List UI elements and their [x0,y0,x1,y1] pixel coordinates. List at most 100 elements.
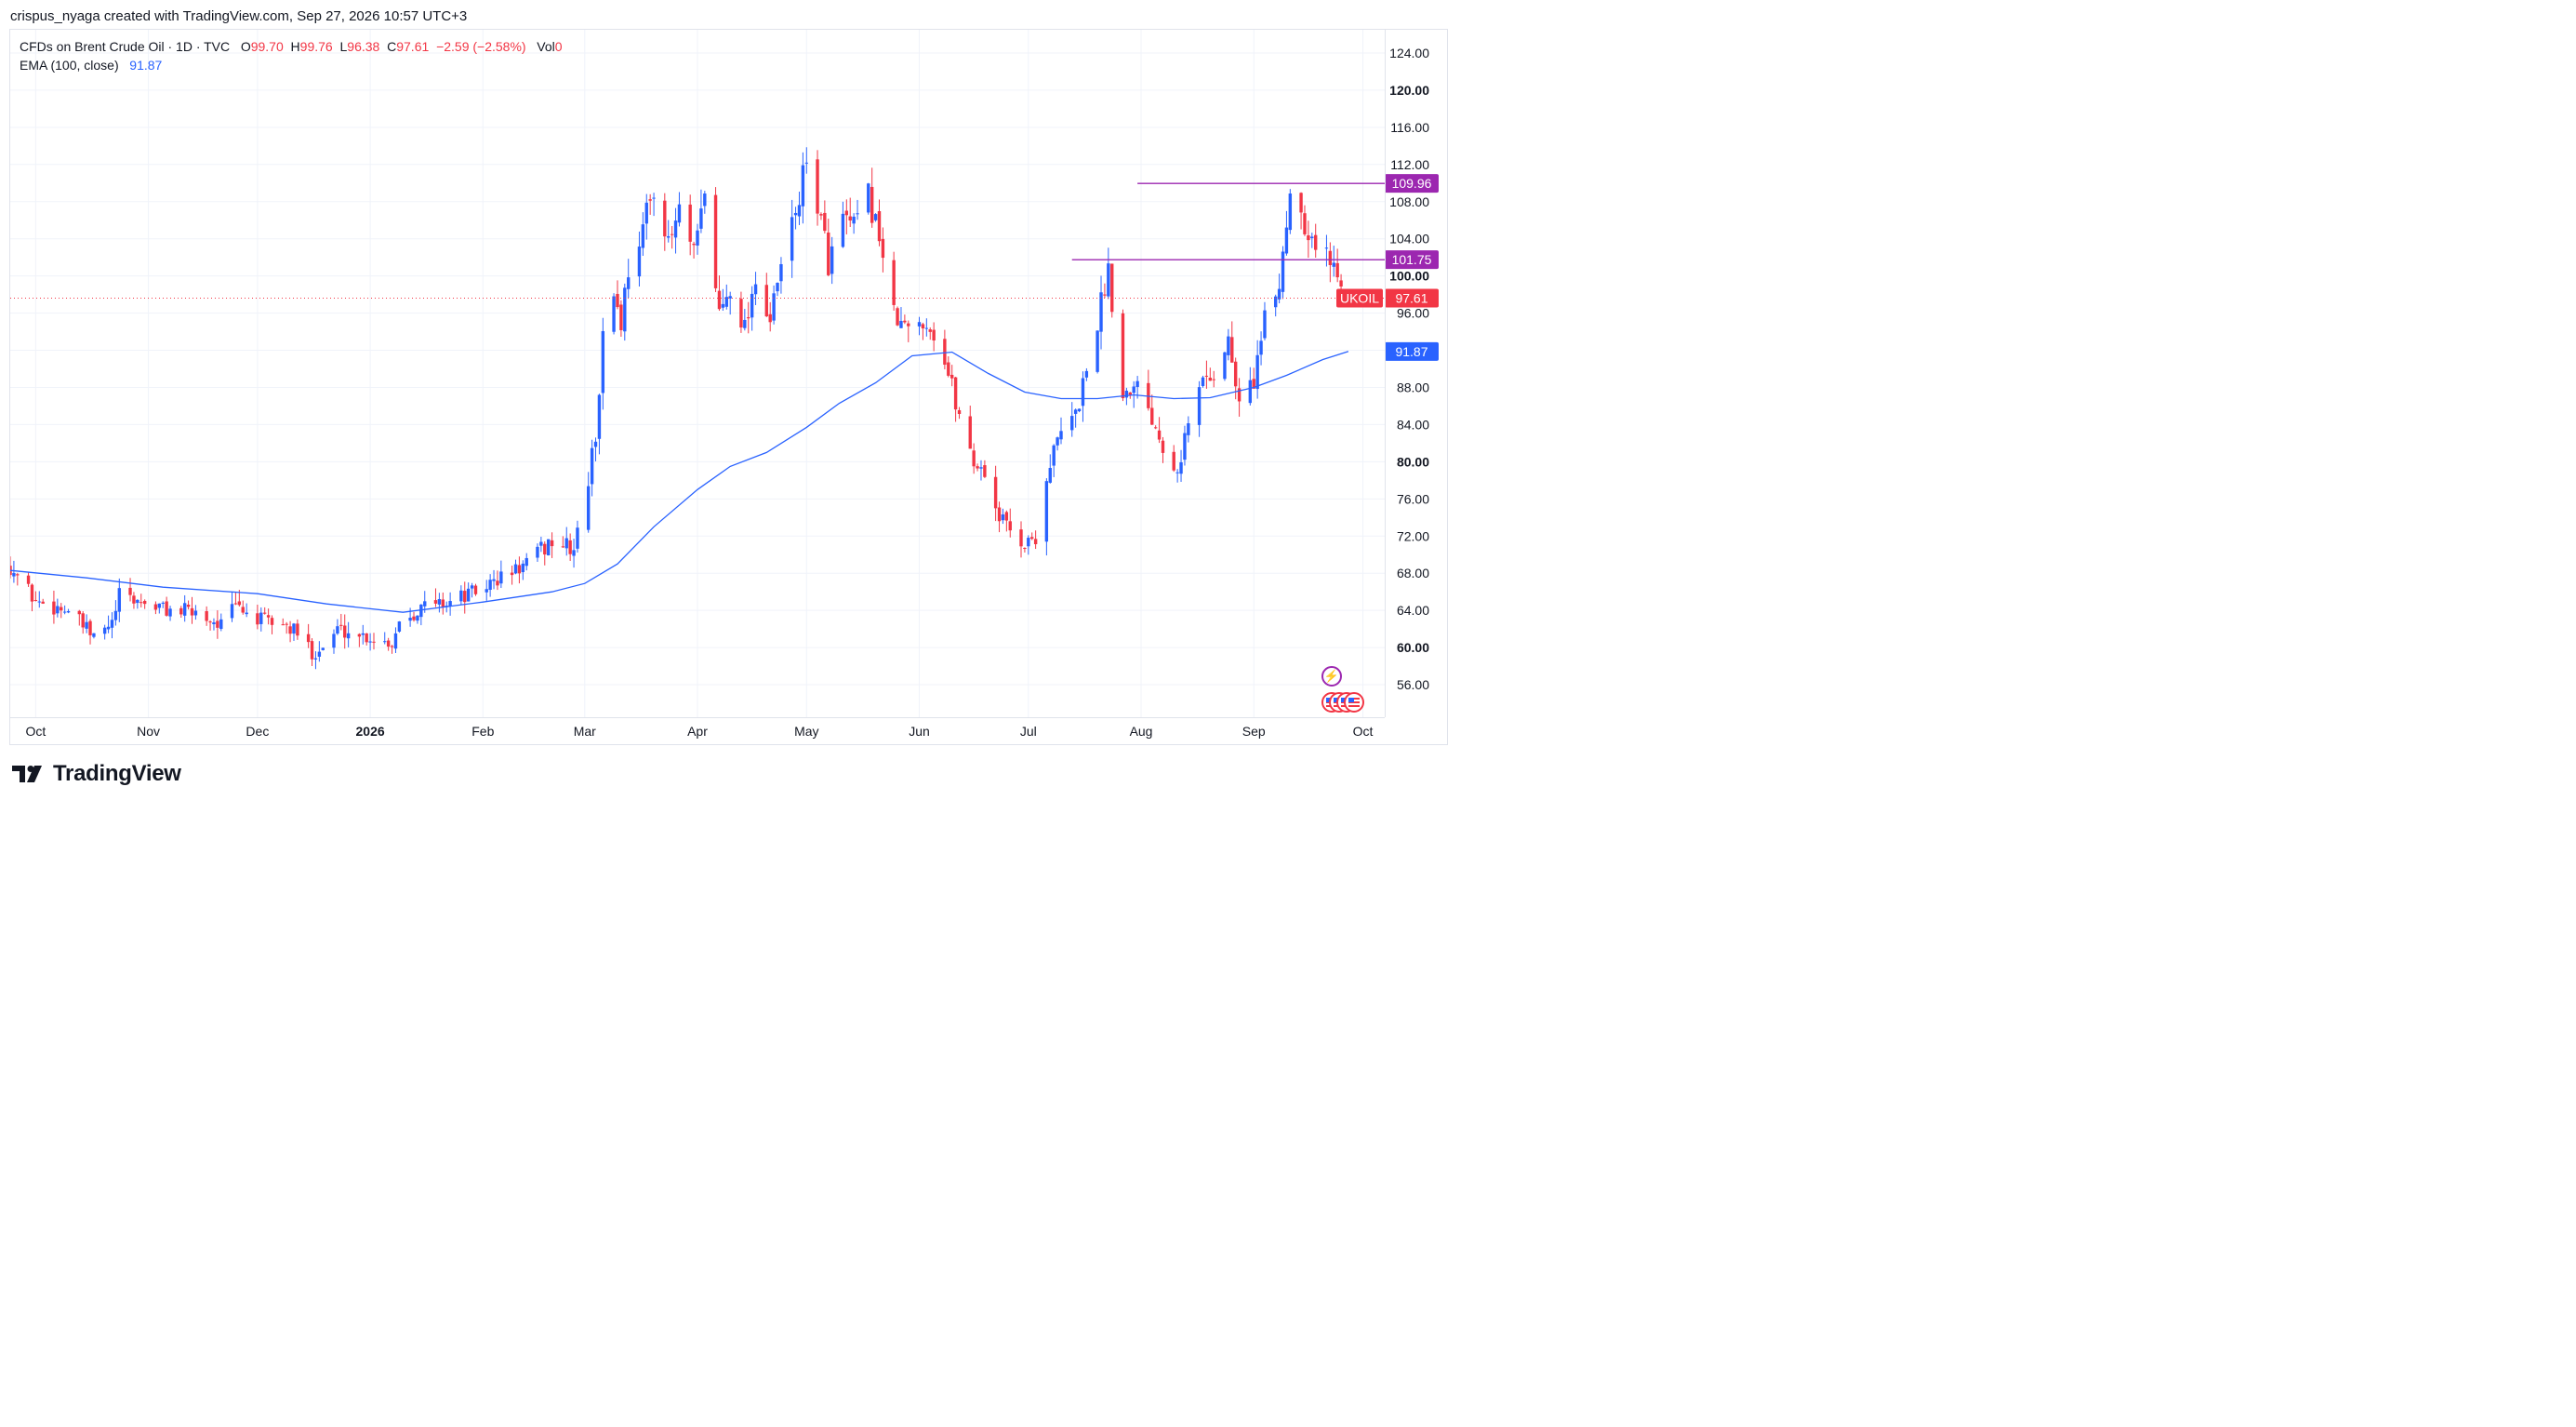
candle-body [590,447,594,485]
candle-body [459,590,463,602]
candle-body [266,615,271,618]
candle-body [165,601,168,616]
candle-body [627,277,631,289]
legend-ema-row[interactable]: EMA (100, close) 91.87 [20,56,563,74]
candle-body [768,313,772,323]
candle-body [1223,352,1227,380]
candle-body [903,320,907,323]
candle-body [1001,513,1005,521]
level-badge-1-bg [1385,174,1439,193]
price-tick-label: 112.00 [1390,157,1429,172]
candle-body [717,290,722,310]
chart-credit: crispus_nyaga created with TradingView.c… [10,8,468,24]
price-chart[interactable]: 124.00 120.00 116.00 112.00 108.00 104.00 100.… [10,30,1447,744]
candle-body [463,591,467,603]
us-flag-icon[interactable] [1344,692,1364,713]
candle-body [1135,380,1139,388]
candle-body [1121,313,1125,399]
candle-body [1124,391,1129,398]
price-tick-label: 124.00 [1389,46,1429,60]
candle-body [517,565,522,574]
candle-body [153,604,158,610]
level-badge-2-value: 101.75 [1392,252,1432,267]
candle-body [793,212,798,216]
candle-body [848,216,852,221]
legend-ohlc-row[interactable]: CFDs on Brent Crude Oil · 1D · TVC O99.7… [20,37,563,56]
candle-body [1023,547,1027,549]
legend-low-value: 96.38 [347,39,380,54]
candle-body [641,224,645,248]
candle-body [393,633,398,649]
candle-body [881,238,885,259]
legend-vol-value: 0 [554,39,563,54]
price-tick-label: 120.00 [1389,83,1429,98]
candle-body [619,304,623,330]
candle-body [397,621,402,632]
candle-body [953,377,958,410]
candle-body [513,564,518,574]
candle-body [1230,337,1234,363]
tradingview-brand[interactable]: TradingView [12,761,181,787]
price-tick-label: 100.00 [1389,269,1429,284]
candle-body [66,611,71,613]
candle-body [237,601,242,606]
time-tick-label: Dec [246,724,269,739]
candle-body [1303,213,1307,234]
candle-body [670,233,674,235]
candle-body [907,323,910,327]
candle-body [844,210,849,216]
chart-panel[interactable]: CFDs on Brent Crude Oil · 1D · TVC O99.7… [9,29,1448,745]
candle-body [1073,409,1078,414]
candle-body [739,299,743,328]
ema-line [10,351,1349,613]
candle-body [296,623,299,636]
legend-high-value: 99.76 [299,39,333,54]
candle-body [993,476,998,509]
candle-body [747,317,750,319]
candle-body [1008,521,1012,531]
candle-body [1077,408,1082,412]
candle-body [117,588,122,612]
candle-body [1183,433,1187,460]
time-tick-label: Mar [574,724,596,739]
candle-body [564,538,568,549]
candle-body [1044,481,1049,542]
candle-body [419,604,423,618]
legend-change: −2.59 (−2.58%) [436,39,526,54]
price-tick-label: 56.00 [1397,677,1429,692]
candle-body [466,588,471,602]
price-tick-label: 96.00 [1397,306,1429,321]
candle-body [1324,247,1329,249]
candle-body [713,194,718,288]
candle-body [205,611,208,621]
candle-body [1299,193,1303,213]
brand-name: TradingView [53,761,181,786]
time-tick-label: Jun [909,724,930,739]
candle-body [1307,235,1310,241]
candle-body [550,540,554,547]
candle-body [696,230,699,246]
candle-body [867,183,870,213]
ema-badge-bg [1385,341,1439,361]
candle-body [1179,461,1183,474]
price-tick-label: 84.00 [1397,417,1429,432]
candle-body [976,466,979,469]
candle-body [823,212,827,232]
candle-body [1110,263,1114,313]
candle-body [182,603,187,616]
candle-body [510,572,514,576]
candle-body [586,486,591,530]
legend-open-value: 99.70 [250,39,284,54]
candle-body [12,573,16,577]
price-tick-label: 72.00 [1397,528,1429,543]
candle-body [827,232,830,275]
lightning-icon[interactable]: ⚡ [1321,666,1342,687]
candle-body [448,601,452,607]
candle-body [1153,427,1158,429]
candle-body [561,546,565,548]
candle-body [259,612,263,624]
candle-body [496,580,499,586]
candle-body [1284,227,1289,254]
candle-body [601,330,605,393]
candle-body [852,216,856,224]
